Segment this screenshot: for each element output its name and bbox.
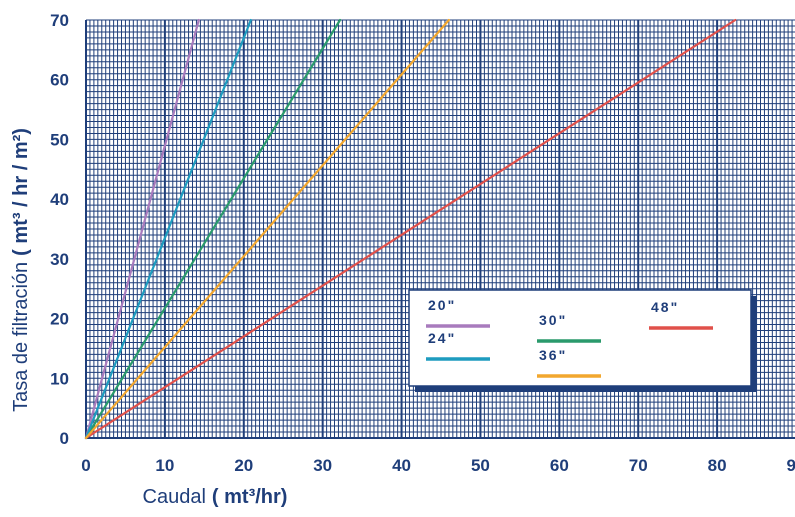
y-axis-title: Tasa de filtración( mt³ / hr / m²) (10, 128, 32, 412)
legend-label: 30" (539, 312, 567, 328)
legend: 20" 30" 48" 24" 36" (408, 289, 757, 392)
legend-box (408, 289, 752, 387)
x-tick-label: 90 (787, 456, 795, 475)
y-tick-label: 70 (50, 11, 69, 30)
x-tick-label: 30 (313, 456, 332, 475)
series-line (84, 18, 342, 440)
x-tick-label: 20 (234, 456, 253, 475)
x-tick-label: 60 (550, 456, 569, 475)
tick-labels: 0 10 20 30 40 50 60 70 80 90 0 10 20 30 40 50 60 70 (50, 11, 795, 475)
x-tick-label: 70 (629, 456, 648, 475)
series-line (84, 18, 450, 440)
y-tick-label: 20 (50, 310, 69, 329)
series-line (84, 18, 737, 440)
legend-label: 48" (651, 299, 679, 315)
x-axis-title: Caudal( mt³/hr) (143, 486, 288, 508)
y-tick-label: 40 (50, 190, 69, 209)
series-line (84, 18, 252, 440)
y-tick-label: 50 (50, 130, 69, 149)
legend-label: 20" (428, 297, 456, 313)
series-lines (84, 18, 737, 440)
y-tick-label: 0 (60, 429, 69, 448)
x-tick-label: 0 (81, 456, 90, 475)
x-tick-label: 10 (155, 456, 174, 475)
y-tick-label: 10 (50, 369, 69, 388)
x-tick-label: 50 (471, 456, 490, 475)
y-tick-label: 60 (50, 71, 69, 90)
legend-label: 36" (539, 347, 567, 363)
legend-label: 24" (428, 330, 456, 346)
y-tick-label: 30 (50, 250, 69, 269)
x-tick-label: 40 (392, 456, 411, 475)
x-tick-label: 80 (708, 456, 727, 475)
legend-items: 20" 30" 48" 24" 36" (426, 297, 713, 378)
series-line (84, 18, 200, 440)
